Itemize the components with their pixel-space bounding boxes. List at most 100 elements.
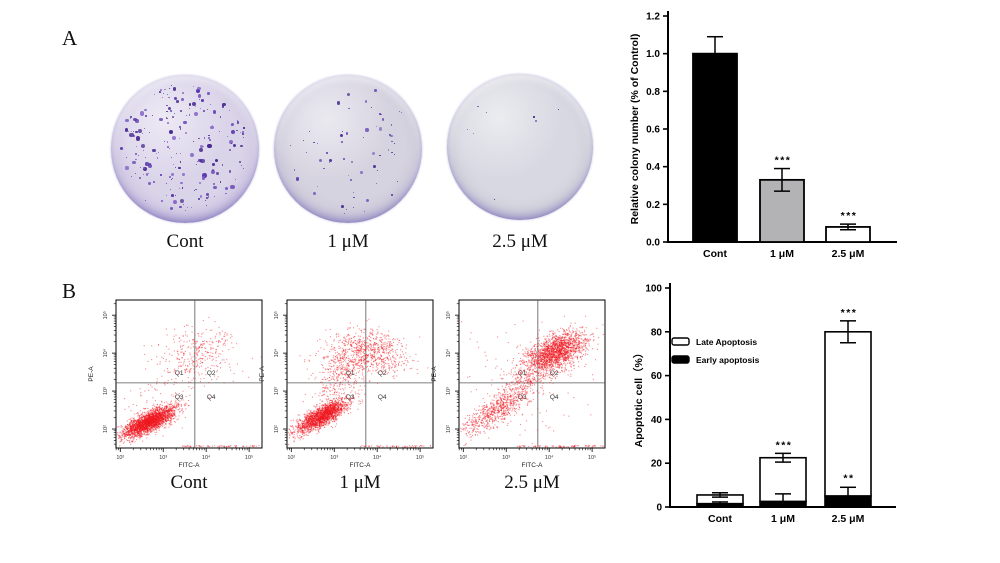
y-tick-label: 0.8 <box>646 87 660 98</box>
colony-dot <box>235 179 237 181</box>
colony-dot <box>535 119 538 122</box>
significance-stars: *** <box>841 307 858 319</box>
colony-dot <box>341 205 345 208</box>
colony-dot <box>135 136 141 141</box>
colony-dot <box>176 152 178 154</box>
flow-plot-cont: 10²10²10³10³10⁴10⁴10⁵10⁵Q1Q2Q3Q4FITC-APE… <box>82 296 268 474</box>
colony-dot <box>198 198 200 200</box>
colony-dot <box>134 152 138 156</box>
colony-dot <box>558 109 559 110</box>
y-tick-label: 1.2 <box>646 12 660 23</box>
colony-dot <box>171 136 176 141</box>
colony-dot <box>362 137 364 139</box>
colony-dot <box>140 144 145 149</box>
colony-dot <box>167 94 169 96</box>
colony-dot <box>197 158 202 163</box>
colony-dot <box>206 193 209 196</box>
colony-dot <box>169 176 171 179</box>
colony-dot <box>159 89 163 92</box>
colony-dot <box>135 119 139 123</box>
colony-dot <box>341 141 344 144</box>
colony-dot <box>222 103 226 107</box>
colony-dot <box>164 140 166 142</box>
colony-dot <box>202 173 207 178</box>
legend-swatch <box>671 337 690 346</box>
colony-dot <box>144 109 147 112</box>
colony-dot <box>224 186 229 191</box>
flow-y-tick-label: 10⁴ <box>273 348 280 357</box>
colony-dot <box>185 131 188 134</box>
colony-dot <box>302 139 305 142</box>
colony-dot <box>187 207 189 208</box>
legend-label: Late Apoptosis <box>696 337 757 347</box>
colony-dot <box>323 167 325 170</box>
colony-dot <box>230 129 235 134</box>
colony-dot <box>207 136 210 139</box>
colony-dot <box>373 165 377 169</box>
colony-dot <box>342 157 345 160</box>
colony-dot <box>152 181 155 184</box>
colony-dot <box>207 91 210 95</box>
colony-dot <box>139 177 142 180</box>
colony-dot <box>243 127 245 129</box>
colony-dot <box>183 204 185 206</box>
colony-dot <box>165 104 168 107</box>
colony-bar-chart: 0.0 0.2 0.4 0.6 0.8 1.0 1.2 Relative colony num… <box>612 4 952 272</box>
colony-dot <box>238 161 241 164</box>
colony-dot <box>157 152 159 154</box>
colony-dot <box>161 200 164 203</box>
colony-dot <box>198 137 200 139</box>
colony-dot <box>145 199 147 201</box>
flow-y-tick-label: 10² <box>274 425 280 433</box>
colony-dot <box>202 109 206 112</box>
colony-dot <box>166 118 168 120</box>
flow-y-tick-label: 10⁴ <box>445 348 452 357</box>
colony-dot <box>168 147 170 149</box>
y-tick-label: 60 <box>651 371 663 382</box>
colony-dot <box>205 196 209 200</box>
colony-dot <box>363 210 365 212</box>
colony-dot <box>290 144 292 146</box>
colony-dot <box>240 131 242 133</box>
panel-b-label: B <box>62 279 77 303</box>
legend-swatch <box>671 355 690 364</box>
flow-x-axis-label: FITC-A <box>522 462 544 469</box>
significance-stars: *** <box>775 155 792 167</box>
flow-plot-1um: 10²10²10³10³10⁴10⁴10⁵10⁵Q1Q2Q3Q4FITC-APE… <box>253 296 439 474</box>
colony-dot <box>190 206 192 208</box>
colony-dot <box>143 149 145 151</box>
colony-dot <box>229 110 231 112</box>
colony-dot <box>240 165 242 167</box>
colony-dot <box>190 152 195 157</box>
colony-dot <box>148 182 151 186</box>
flow-y-tick-label: 10³ <box>274 387 280 395</box>
colony-dot <box>174 112 176 115</box>
flow-y-tick-label: 10³ <box>103 387 109 395</box>
colony-dot <box>196 161 198 163</box>
colony-dot <box>215 171 219 175</box>
colony-dot <box>231 124 233 126</box>
y-tick-label: 0.4 <box>646 162 660 173</box>
colony-dot <box>195 88 200 94</box>
colony-dot <box>353 191 355 193</box>
colony-dot <box>391 124 393 126</box>
colony-dot <box>379 154 381 157</box>
colony-dot <box>346 208 348 210</box>
colony-dot <box>180 153 182 154</box>
flow-x-tick-label: 10² <box>459 455 467 461</box>
flow-y-tick-label: 10⁵ <box>102 311 109 319</box>
colony-dot <box>129 132 134 137</box>
flow-y-axis-label: PE-A <box>431 366 438 382</box>
colony-dot <box>179 161 182 163</box>
colony-dot <box>212 185 217 190</box>
colony-dot <box>205 205 207 207</box>
x-category-label: 2.5 μM <box>832 513 865 525</box>
colony-dot <box>380 113 383 116</box>
colony-dot <box>230 184 235 190</box>
colony-dot <box>194 105 197 107</box>
colony-dot <box>379 127 383 131</box>
colony-dot <box>195 163 198 166</box>
colony-dot <box>204 200 206 202</box>
colony-dot <box>145 162 149 166</box>
flow-x-tick-label: 10⁴ <box>202 454 211 461</box>
